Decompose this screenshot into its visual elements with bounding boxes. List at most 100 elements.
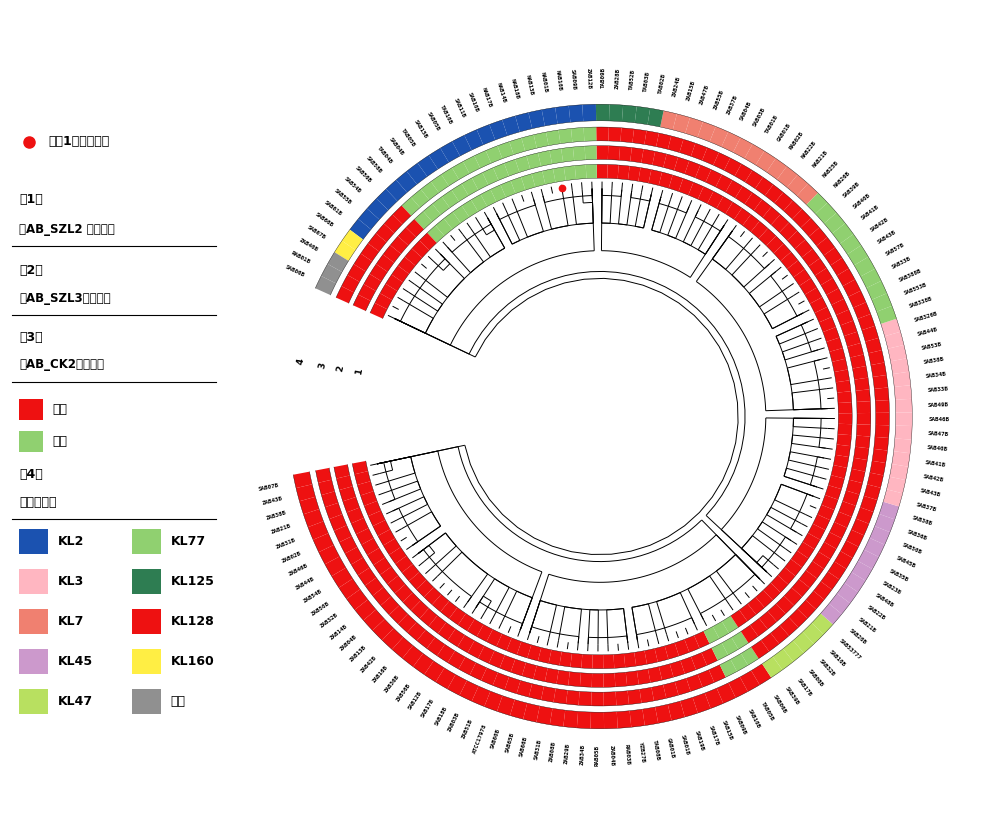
Polygon shape bbox=[293, 471, 312, 488]
Polygon shape bbox=[532, 171, 545, 187]
Text: SAB65B: SAB65B bbox=[504, 732, 515, 754]
Polygon shape bbox=[517, 641, 531, 658]
Polygon shape bbox=[754, 199, 771, 217]
Polygon shape bbox=[477, 124, 495, 145]
Text: ZAB21B: ZAB21B bbox=[270, 524, 291, 536]
Polygon shape bbox=[630, 147, 644, 162]
Polygon shape bbox=[376, 224, 394, 242]
Text: SAB17B: SAB17B bbox=[707, 725, 719, 746]
Polygon shape bbox=[740, 671, 760, 691]
Polygon shape bbox=[837, 392, 852, 403]
Polygon shape bbox=[546, 130, 560, 146]
Polygon shape bbox=[355, 600, 376, 621]
Text: SAB49B: SAB49B bbox=[928, 402, 949, 407]
Polygon shape bbox=[582, 104, 596, 122]
Polygon shape bbox=[308, 521, 328, 540]
Polygon shape bbox=[771, 214, 789, 232]
Polygon shape bbox=[367, 198, 388, 220]
Polygon shape bbox=[834, 370, 850, 382]
Polygon shape bbox=[651, 685, 666, 701]
Polygon shape bbox=[550, 708, 565, 726]
Polygon shape bbox=[680, 697, 698, 717]
Polygon shape bbox=[847, 245, 868, 265]
Polygon shape bbox=[603, 655, 614, 669]
Polygon shape bbox=[874, 437, 889, 451]
Polygon shape bbox=[756, 151, 776, 172]
Text: SAB10B: SAB10B bbox=[747, 708, 761, 729]
Text: ZAB03B: ZAB03B bbox=[447, 711, 461, 733]
Polygon shape bbox=[490, 185, 506, 202]
Polygon shape bbox=[806, 561, 824, 579]
Text: 第3圈: 第3圈 bbox=[19, 331, 43, 344]
Text: TAB10B: TAB10B bbox=[439, 104, 453, 125]
Polygon shape bbox=[402, 197, 420, 216]
Text: 其他: 其他 bbox=[170, 695, 185, 708]
Polygon shape bbox=[731, 610, 747, 627]
Text: 患者1分離的菌株: 患者1分離的菌株 bbox=[48, 135, 109, 148]
Polygon shape bbox=[558, 128, 572, 143]
Polygon shape bbox=[615, 672, 627, 687]
Polygon shape bbox=[358, 567, 376, 586]
Polygon shape bbox=[875, 425, 889, 438]
Polygon shape bbox=[877, 306, 897, 324]
Polygon shape bbox=[894, 438, 911, 453]
Text: SAB58B: SAB58B bbox=[364, 155, 382, 174]
Polygon shape bbox=[347, 507, 364, 523]
Polygon shape bbox=[542, 107, 558, 126]
Text: SAB388B: SAB388B bbox=[898, 268, 922, 282]
Polygon shape bbox=[522, 662, 537, 679]
Polygon shape bbox=[810, 297, 827, 313]
Polygon shape bbox=[821, 604, 842, 625]
Polygon shape bbox=[463, 156, 480, 173]
Polygon shape bbox=[336, 287, 354, 303]
Text: ZAB38B: ZAB38B bbox=[265, 510, 287, 521]
Polygon shape bbox=[389, 547, 407, 564]
Text: SAB12B: SAB12B bbox=[408, 691, 423, 711]
Polygon shape bbox=[759, 611, 777, 629]
Text: SAB33B: SAB33B bbox=[891, 256, 912, 270]
Polygon shape bbox=[365, 577, 384, 596]
Polygon shape bbox=[511, 177, 525, 193]
Polygon shape bbox=[649, 170, 662, 186]
Polygon shape bbox=[517, 681, 532, 697]
Text: SAB44B: SAB44B bbox=[917, 327, 939, 337]
Polygon shape bbox=[538, 151, 552, 167]
Polygon shape bbox=[609, 104, 623, 122]
Polygon shape bbox=[597, 164, 608, 178]
Polygon shape bbox=[339, 536, 357, 553]
Polygon shape bbox=[768, 604, 786, 621]
Polygon shape bbox=[608, 146, 620, 160]
Polygon shape bbox=[534, 132, 549, 148]
Bar bbox=[19, 529, 48, 554]
Polygon shape bbox=[380, 284, 397, 300]
Text: 対AB_SZL2 的敏感性: 対AB_SZL2 的敏感性 bbox=[19, 222, 115, 236]
Polygon shape bbox=[836, 310, 853, 326]
Polygon shape bbox=[345, 547, 363, 565]
Polygon shape bbox=[376, 254, 394, 272]
Text: SAB46B: SAB46B bbox=[928, 416, 949, 422]
Bar bbox=[132, 569, 161, 594]
Text: NAB22B: NAB22B bbox=[800, 140, 817, 159]
Text: SAB55B: SAB55B bbox=[333, 187, 352, 205]
Polygon shape bbox=[892, 451, 910, 466]
Text: NAB13B: NAB13B bbox=[525, 74, 534, 96]
Polygon shape bbox=[744, 144, 764, 165]
Text: SAB43B: SAB43B bbox=[919, 488, 941, 497]
Text: KL125: KL125 bbox=[170, 575, 214, 588]
Polygon shape bbox=[735, 164, 752, 182]
Polygon shape bbox=[470, 663, 487, 681]
Polygon shape bbox=[493, 163, 509, 181]
Polygon shape bbox=[318, 480, 335, 495]
Polygon shape bbox=[580, 673, 592, 687]
Bar bbox=[19, 400, 43, 420]
Polygon shape bbox=[663, 682, 679, 698]
Polygon shape bbox=[836, 381, 851, 392]
Polygon shape bbox=[856, 389, 870, 402]
Polygon shape bbox=[745, 192, 762, 211]
Polygon shape bbox=[655, 705, 672, 723]
Text: 2: 2 bbox=[335, 365, 345, 372]
Polygon shape bbox=[409, 572, 426, 589]
Text: SAB34B: SAB34B bbox=[925, 372, 947, 379]
Polygon shape bbox=[382, 628, 403, 650]
Polygon shape bbox=[803, 533, 820, 549]
